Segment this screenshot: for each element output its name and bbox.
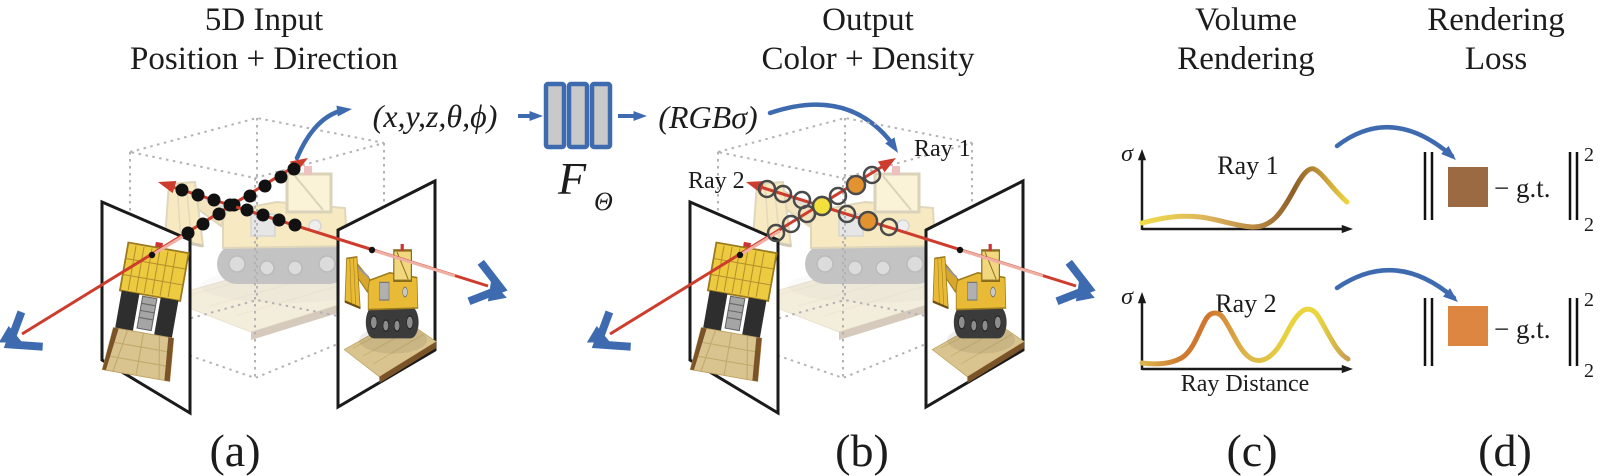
input-pointer-arrow — [294, 107, 347, 161]
panel-d: Rendering Loss − g.t. 2 2 − g.t. 2 2 (d) — [1423, 2, 1594, 476]
sample-circle — [781, 214, 801, 234]
panel-c-title-line1: Volume — [1195, 2, 1297, 38]
minus-gt-label: − g.t. — [1494, 314, 1550, 344]
density-curve-ray1 — [1139, 166, 1350, 230]
panel-b: Output Color + Density — [581, 2, 1102, 476]
sample-dot — [256, 208, 270, 222]
density-plot-ray1: σ Ray 1 — [1121, 141, 1353, 234]
sample-circle — [766, 223, 786, 243]
panel-c-title-line2: Rendering — [1177, 41, 1314, 77]
pipeline: (x,y,z,θ,ϕ) F Θ (RGBσ) — [294, 81, 903, 216]
output-pointer-arrow — [767, 102, 897, 149]
ray1-label: Ray 1 — [914, 136, 971, 162]
mlp-network-icon — [543, 81, 613, 150]
output-tuple-label: (RGBσ) — [658, 99, 757, 135]
panel-b-caption: (b) — [835, 425, 889, 476]
camera-icon — [1061, 265, 1102, 309]
plot1-ray-label: Ray 1 — [1217, 151, 1278, 180]
ray-1 — [609, 152, 900, 336]
panel-d-title-line2: Loss — [1465, 41, 1527, 77]
sample-dot — [240, 203, 254, 217]
sample-dot — [288, 218, 302, 232]
sample-dot — [207, 193, 221, 207]
sample-dot — [243, 189, 257, 203]
pixel-dot — [736, 251, 744, 259]
norm-subscript: 2 — [1584, 214, 1594, 236]
arrowhead-icon — [336, 103, 353, 117]
plot2-ray-label: Ray 2 — [1215, 289, 1276, 318]
ray-a — [21, 152, 312, 336]
ray-occluded-segment — [959, 248, 1044, 278]
sample-circle — [879, 217, 899, 237]
ray-occluded-segment — [739, 229, 781, 257]
ray-arrowhead-icon — [156, 175, 177, 194]
input-tuple-label: (x,y,z,θ,ϕ) — [373, 98, 498, 134]
panel-d-title-line1: Rendering — [1427, 2, 1564, 38]
sample-dot — [175, 183, 189, 197]
arrowhead-icon — [529, 111, 543, 121]
density-curve-ray2 — [1139, 306, 1351, 367]
norm-superscript: 2 — [1584, 144, 1594, 166]
x-axis-label: Ray Distance — [1181, 371, 1310, 397]
ray2-label: Ray 2 — [688, 168, 745, 194]
sample-circle — [862, 165, 882, 185]
axis-arrowhead-icon — [1341, 224, 1353, 234]
norm-superscript: 2 — [1584, 289, 1594, 311]
sample-dot — [196, 217, 210, 231]
panel-d-caption: (d) — [1478, 425, 1532, 476]
loss-term-ray1: − g.t. 2 2 — [1423, 144, 1594, 236]
render-arrow-ray1 — [1334, 125, 1455, 159]
sample-dot — [274, 170, 288, 184]
pixel-dot — [956, 246, 964, 254]
camera-icon — [473, 265, 514, 309]
sample-circle — [773, 184, 793, 204]
ray-2 — [744, 175, 1077, 288]
sigma-axis-label: σ — [1121, 284, 1134, 310]
sample-dot — [191, 188, 205, 202]
sample-circle-yellow — [811, 195, 833, 217]
rendered-color-swatch — [1448, 167, 1488, 207]
network-name-label: F — [557, 153, 587, 204]
density-plot-ray2: σ Ray 2 Ray Distance — [1121, 284, 1353, 397]
panel-a: 5D Input Position + Direction — [0, 2, 514, 476]
camera-icon — [0, 316, 39, 363]
sample-circle — [828, 186, 848, 206]
rendered-color-swatch — [1448, 306, 1488, 346]
minus-gt-label: − g.t. — [1494, 173, 1550, 203]
loss-term-ray2: − g.t. 2 2 — [1423, 289, 1594, 382]
sample-circle — [792, 190, 812, 210]
panel-b-title-line2: Color + Density — [762, 41, 975, 77]
panel-c: Volume Rendering σ Ray 1 σ Ray 2 Ray Dis… — [1121, 2, 1462, 476]
sample-dot — [287, 162, 301, 176]
network-subscript-label: Θ — [594, 187, 613, 216]
sample-dot — [258, 179, 272, 193]
sample-circle — [837, 204, 857, 224]
panel-a-caption: (a) — [209, 425, 260, 476]
sample-dot — [272, 213, 286, 227]
axis-arrowhead-icon — [1137, 149, 1147, 161]
sigma-axis-label: σ — [1121, 141, 1134, 167]
ray-occluded-segment — [371, 248, 456, 278]
panel-a-title-line1: 5D Input — [205, 2, 323, 38]
camera-icon — [581, 316, 627, 363]
sample-dot — [181, 226, 195, 240]
ray-b — [156, 175, 489, 288]
axis-arrowhead-icon — [1137, 292, 1147, 304]
pixel-dot — [368, 246, 376, 254]
panel-b-title-line1: Output — [822, 2, 914, 38]
sample-dot — [223, 198, 237, 212]
sample-circle-orange — [845, 174, 867, 196]
sample-dot — [212, 207, 226, 221]
render-arrow-ray2 — [1334, 268, 1457, 301]
sample-circle-orange — [857, 210, 879, 232]
pixel-dot — [148, 251, 156, 259]
arrowhead-icon — [633, 111, 647, 121]
sample-circle — [757, 179, 777, 199]
panel-c-caption: (c) — [1226, 425, 1277, 476]
norm-subscript: 2 — [1584, 360, 1594, 382]
panel-a-title-line2: Position + Direction — [130, 41, 398, 77]
axis-arrowhead-icon — [1341, 364, 1353, 374]
